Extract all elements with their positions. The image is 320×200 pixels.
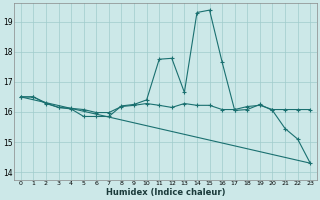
X-axis label: Humidex (Indice chaleur): Humidex (Indice chaleur) — [106, 188, 225, 197]
